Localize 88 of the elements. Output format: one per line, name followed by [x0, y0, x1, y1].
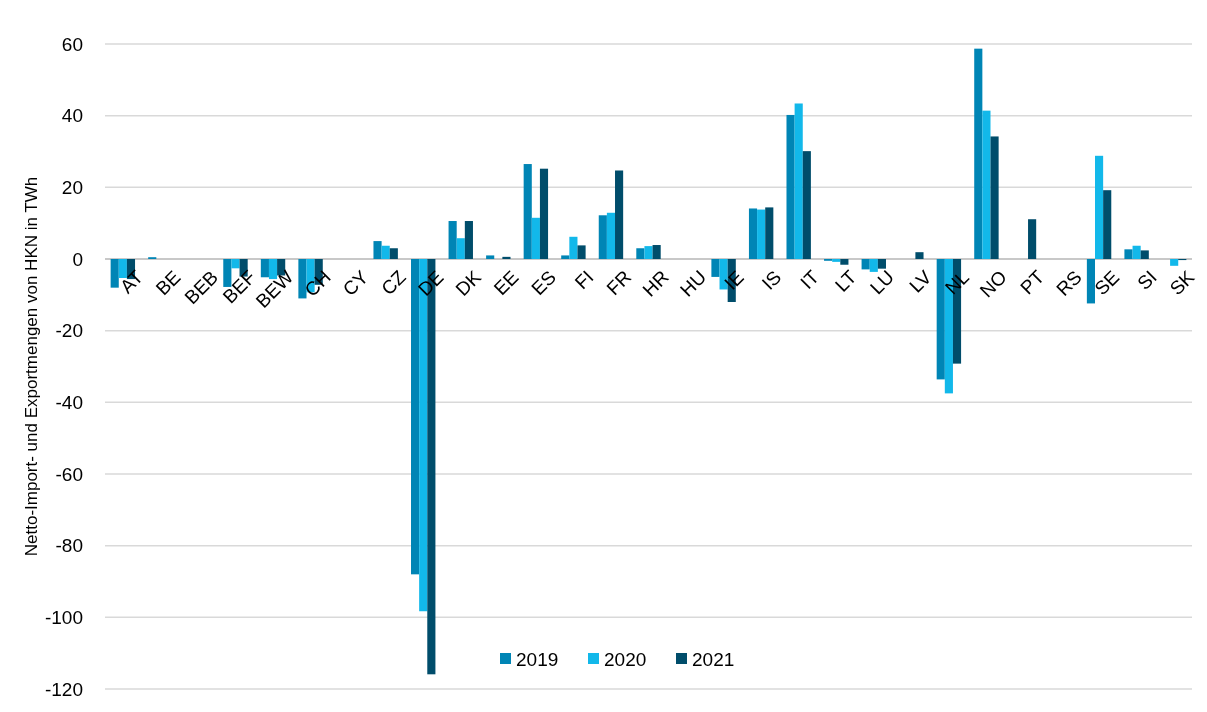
x-tick-label: SE	[1090, 266, 1124, 300]
y-tick-label: 60	[61, 33, 83, 55]
bar	[794, 103, 803, 259]
x-tick-label: FR	[602, 266, 636, 300]
bar	[711, 259, 720, 277]
bar	[569, 236, 578, 259]
bar	[615, 170, 624, 259]
bar	[869, 259, 878, 272]
x-tick-label: RS	[1052, 266, 1086, 300]
y-tick-label: -100	[44, 606, 83, 628]
bar	[448, 221, 457, 259]
y-tick-label: -20	[55, 320, 83, 342]
bar	[531, 217, 540, 259]
x-tick-label: IE	[720, 266, 748, 294]
bar	[606, 212, 616, 259]
bar	[990, 136, 999, 259]
x-tick-label: IS	[757, 266, 786, 294]
bar	[757, 209, 766, 259]
x-tick-label: HR	[638, 266, 673, 301]
bar	[802, 151, 811, 259]
y-tick-label: 40	[61, 105, 83, 127]
legend-label: 2020	[604, 648, 647, 670]
x-tick-label: CZ	[377, 266, 411, 300]
x-tick-label: LT	[830, 266, 861, 296]
bar	[982, 110, 991, 259]
bar	[1132, 245, 1141, 259]
bar	[974, 48, 983, 259]
x-tick-label: CH	[300, 266, 335, 301]
bar	[110, 259, 119, 288]
bar	[1103, 190, 1112, 259]
x-tick-label: FI	[570, 266, 598, 294]
bar	[373, 241, 382, 259]
bar	[861, 259, 870, 270]
bar	[765, 207, 774, 259]
bar	[539, 168, 549, 259]
bar	[644, 246, 653, 259]
y-tick-label: -120	[44, 678, 83, 700]
bar	[915, 252, 924, 259]
bar	[464, 221, 473, 259]
y-tick-label: 20	[61, 176, 83, 198]
bar	[636, 248, 645, 259]
bar	[502, 256, 511, 259]
x-tick-label: EE	[489, 266, 523, 300]
bar	[1086, 259, 1096, 304]
x-tick-label: NO	[975, 266, 1011, 302]
legend-label: 2021	[692, 648, 735, 670]
x-tick-label: DK	[451, 266, 486, 300]
x-tick-label: ES	[527, 266, 561, 300]
bar	[840, 259, 849, 265]
bar	[598, 215, 607, 259]
bar	[1124, 249, 1133, 259]
bar	[486, 255, 495, 259]
x-tick-label: NL	[941, 266, 974, 299]
bar	[936, 259, 945, 380]
x-tick-label: DE	[413, 266, 448, 300]
x-tick-label: CY	[338, 266, 373, 300]
x-tick-label: LV	[905, 266, 936, 297]
legend-label: 2019	[516, 648, 559, 670]
bar	[231, 259, 240, 269]
y-tick-label: -80	[55, 535, 83, 557]
y-tick-label: 0	[72, 248, 83, 270]
x-tick-label: AT	[116, 266, 148, 298]
bar	[389, 248, 398, 259]
x-tick-label: PT	[1016, 266, 1049, 299]
bar	[298, 259, 307, 299]
x-tick-label: HU	[676, 266, 711, 301]
bar	[561, 255, 570, 259]
y-tick-label: -60	[55, 463, 83, 485]
y-axis-title: Netto-Import- und Exportmengen von HKN in TWh	[22, 176, 41, 557]
bar	[832, 259, 841, 262]
bar	[748, 208, 758, 259]
x-tick-label: SI	[1133, 266, 1161, 294]
bar	[1140, 250, 1149, 259]
bar	[1028, 219, 1037, 259]
bar	[456, 238, 465, 259]
bar	[577, 245, 586, 259]
y-tick-label: -40	[55, 391, 83, 413]
bar	[381, 245, 390, 259]
x-tick-label: SK	[1165, 266, 1199, 300]
bar	[652, 245, 661, 259]
bar	[1170, 259, 1179, 266]
bar	[523, 164, 532, 259]
bar	[411, 259, 420, 575]
bar	[877, 259, 886, 269]
x-tick-label: LU	[865, 266, 899, 299]
x-tick-label: IT	[796, 266, 824, 294]
bar	[1095, 155, 1104, 259]
bar	[786, 114, 795, 259]
